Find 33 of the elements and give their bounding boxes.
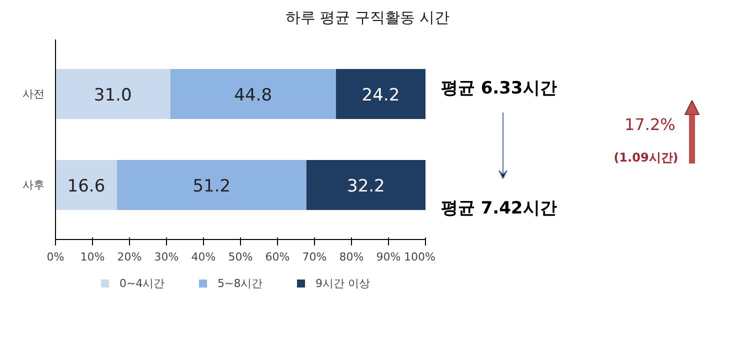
text: (1.09시간) [614, 150, 678, 164]
bar [116, 160, 306, 210]
text: 평균 7.42시간 [440, 198, 557, 218]
x-tick-label: 80% [339, 250, 364, 264]
x-tick-label: 90% [376, 250, 401, 264]
x-tick-label: 40% [191, 250, 216, 264]
legend-label: 9시간 이상 [316, 276, 371, 290]
bar [336, 69, 426, 120]
y-tick-label: 사후 [22, 178, 44, 192]
legend-label: 0~4시간 [120, 276, 166, 290]
data-label: 44.8 [234, 86, 272, 106]
bar [56, 160, 117, 210]
bar [56, 69, 170, 120]
data-label: 32.2 [347, 176, 385, 196]
bar [170, 69, 336, 120]
x-tick-label: 0% [46, 250, 64, 264]
bar [306, 160, 426, 210]
data-label: 16.6 [67, 176, 106, 196]
data-label: 31.0 [94, 86, 132, 106]
legend-label: 5~8시간 [218, 276, 264, 290]
text: 평균 6.33시간 [440, 78, 557, 98]
x-tick-label: 100% [404, 250, 436, 264]
x-tick-label: 10% [80, 250, 105, 264]
data-label: 51.2 [192, 176, 231, 196]
x-tick-label: 20% [117, 250, 142, 264]
x-tick-label: 30% [154, 250, 179, 264]
chart-title: 하루 평균 구직활동 시간 [285, 8, 450, 26]
x-tick-label: 50% [228, 250, 253, 264]
data-label: 24.2 [362, 86, 400, 106]
text: 17.2% [624, 115, 676, 134]
x-tick-label: 60% [265, 250, 290, 264]
y-tick-label: 사전 [22, 88, 44, 101]
x-tick-label: 70% [302, 250, 327, 264]
